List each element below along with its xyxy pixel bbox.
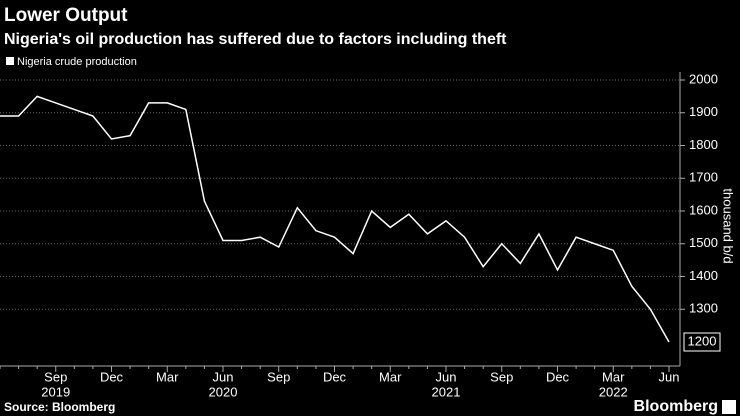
x-tick-label: Sep [490,369,513,384]
x-tick-label: Mar [602,369,625,384]
x-year-label: 2019 [41,384,70,399]
x-tick-label: Jun [213,369,234,384]
x-tick-label: Mar [379,369,402,384]
data-line [0,95,670,343]
chart-subtitle: Nigeria's oil production has suffered du… [4,31,507,48]
last-value-box [683,332,721,352]
y-axis-label: thousand b/d [721,188,736,263]
y-tick-label: 1700 [689,170,718,185]
y-tick-label: 1400 [689,268,718,283]
x-tick-label: Jun [659,369,680,384]
x-tick-label: Mar [156,369,179,384]
legend-label: Nigeria crude production [17,56,137,68]
brand-icon [722,400,736,414]
legend-swatch [6,57,14,65]
y-tick-label: 1900 [689,104,718,119]
x-tick-label: Sep [267,369,290,384]
x-tick-label: Sep [44,369,67,384]
x-tick-label: Dec [323,369,347,384]
y-tick-label: 1300 [689,301,718,316]
chart-title: Lower Output [4,5,128,26]
y-tick-label: 1800 [689,137,718,152]
x-tick-label: Dec [100,369,124,384]
x-tick-label: Dec [546,369,570,384]
last-value-label: 1200 [688,333,717,348]
x-year-label: 2022 [599,384,628,399]
y-tick-label: 1600 [689,202,718,217]
source: Source: Bloomberg [4,400,115,414]
y-tick-label: 1500 [689,235,718,250]
x-year-label: 2020 [209,384,238,399]
x-tick-label: Jun [436,369,457,384]
x-year-label: 2021 [432,384,461,399]
y-tick-label: 2000 [689,71,718,86]
brand: Bloomberg [634,398,718,415]
